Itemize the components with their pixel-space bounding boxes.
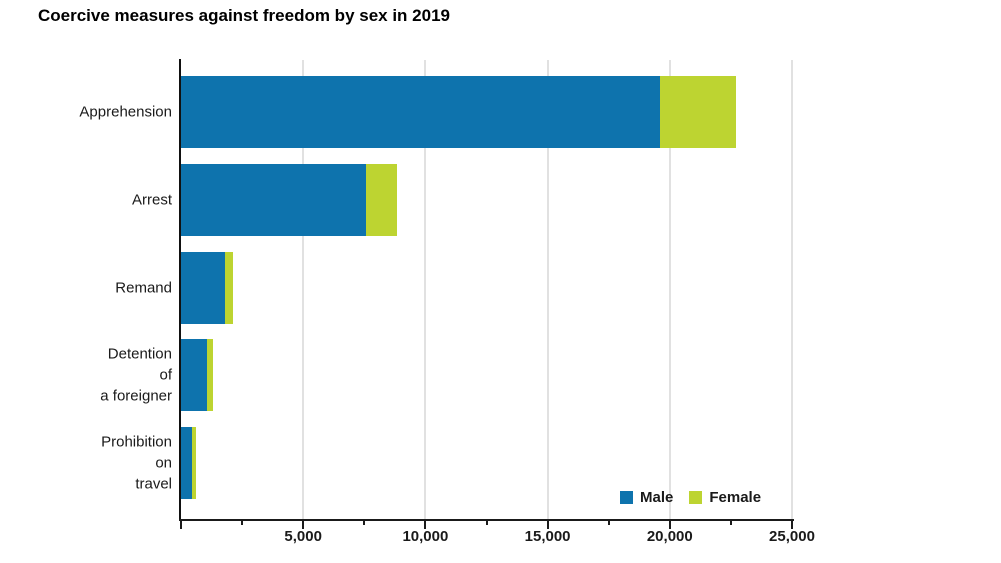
- x-axis-line: [179, 519, 794, 521]
- gridline-25000: [791, 60, 793, 519]
- bar-row-arrest: [181, 163, 398, 236]
- female-legend-label: Female: [709, 489, 762, 506]
- legend-item-female: Female: [689, 489, 761, 506]
- category-label-line: a foreigner: [100, 387, 172, 405]
- legend-item-male: Male: [620, 489, 673, 506]
- minor-tick-17500: [607, 521, 610, 525]
- category-label-line: Detention: [107, 345, 172, 363]
- bar-row-apprehension: [181, 76, 736, 148]
- bar-row-prohibition-on-travel: [181, 427, 197, 499]
- x-tick-label-15000: 15,000: [524, 528, 571, 545]
- category-label-line: Apprehension: [79, 103, 172, 121]
- minor-tick-12500: [485, 521, 488, 525]
- female-bar-segment-apprehension: [660, 76, 736, 148]
- bar-row-remand: [181, 251, 234, 324]
- gridline-15000: [546, 60, 549, 519]
- female-bar-segment-arrest: [365, 163, 398, 236]
- gridline-20000: [668, 60, 671, 519]
- gridline-10000: [424, 60, 427, 519]
- male-legend-swatch: [620, 491, 633, 504]
- category-label-detention-of-a-foreigner: Detention of a foreigner: [0, 344, 172, 407]
- minor-tick-2500: [241, 521, 244, 525]
- category-label-prohibition-on-travel: Prohibition on travel: [0, 432, 172, 495]
- category-label-apprehension: Apprehension: [0, 102, 172, 123]
- bar-row-detention-of-a-foreigner: [181, 339, 214, 412]
- male-bar-segment-apprehension: [181, 76, 661, 148]
- female-legend-swatch: [689, 491, 703, 504]
- category-label-line: on: [155, 454, 172, 472]
- minor-tick-22500: [729, 521, 732, 525]
- female-bar-segment-remand: [224, 251, 234, 324]
- gridline-5000: [302, 60, 305, 519]
- male-bar-segment-prohibition-on-travel: [181, 427, 192, 499]
- x-tick-label-10000: 10,000: [402, 528, 449, 545]
- x-tick-label-5000: 5,000: [284, 528, 322, 545]
- male-bar-segment-arrest: [181, 163, 366, 236]
- major-tick-15000: [546, 521, 549, 529]
- category-label-line: travel: [135, 475, 172, 493]
- major-tick-0: [180, 521, 182, 529]
- category-label-line: Remand: [115, 279, 172, 296]
- major-tick-10000: [424, 521, 427, 529]
- male-bar-segment-remand: [181, 251, 225, 324]
- category-label-line: of: [159, 366, 172, 384]
- male-bar-segment-detention-of-a-foreigner: [181, 339, 208, 412]
- category-label-arrest: Arrest: [0, 189, 172, 210]
- legend: Male Female: [620, 489, 761, 506]
- y-axis-line: [179, 59, 181, 521]
- major-tick-20000: [668, 521, 671, 529]
- major-tick-25000: [791, 521, 793, 529]
- category-label-line: Arrest: [131, 191, 172, 209]
- female-bar-segment-detention-of-a-foreigner: [207, 339, 214, 412]
- major-tick-5000: [302, 521, 305, 529]
- category-label-remand: Remand: [0, 277, 172, 298]
- x-tick-label-25000: 25,000: [769, 528, 815, 545]
- category-label-line: Prohibition: [101, 433, 172, 451]
- chart-title: Coercive measures against freedom by sex…: [38, 6, 450, 25]
- female-bar-segment-prohibition-on-travel: [191, 427, 197, 499]
- x-tick-label-20000: 20,000: [646, 528, 693, 545]
- male-legend-label: Male: [640, 489, 674, 506]
- minor-tick-7500: [363, 521, 366, 525]
